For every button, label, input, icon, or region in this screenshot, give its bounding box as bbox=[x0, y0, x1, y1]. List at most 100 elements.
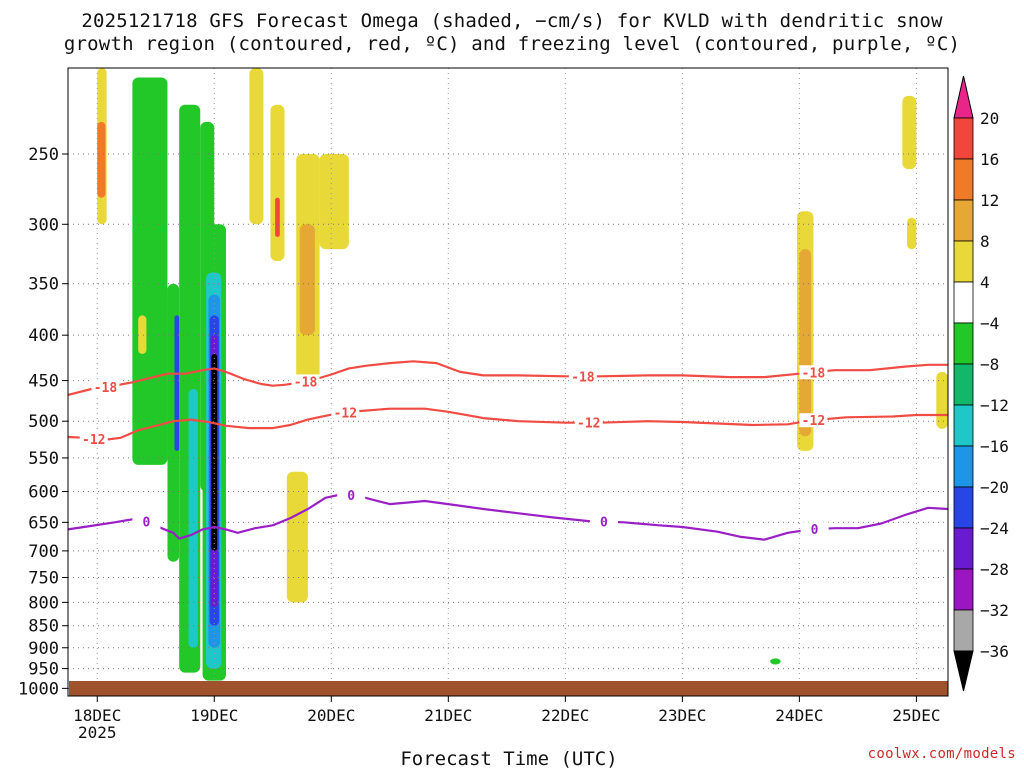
contour-label-0-3: -18 bbox=[802, 366, 826, 381]
x-tick-label-0: 18DEC bbox=[73, 706, 121, 725]
colorbar-label-1: 16 bbox=[980, 150, 999, 169]
colorbar-segment-5 bbox=[953, 322, 974, 365]
contour-label-bg-1-1 bbox=[331, 405, 360, 420]
colorbar-label-9: −20 bbox=[980, 478, 1009, 497]
contour-label-bg-1-0 bbox=[79, 431, 108, 446]
contour-label-2-1: 0 bbox=[347, 489, 355, 504]
contour-label-bg-0-3 bbox=[799, 365, 828, 380]
colorbar-segment-11 bbox=[953, 568, 974, 611]
colorbar-label-3: 8 bbox=[980, 232, 990, 251]
axis-layer: 2503003504004505005506006507007508008509… bbox=[18, 145, 940, 742]
omega-region-20 bbox=[319, 154, 349, 250]
colorbar-label-10: −24 bbox=[980, 519, 1009, 538]
contour-label-1-0: -12 bbox=[82, 433, 105, 448]
x-tick-label-5: 23DEC bbox=[658, 706, 706, 725]
x-tick-label-6: 24DEC bbox=[775, 706, 823, 725]
x-tick-label-1: 19DEC bbox=[190, 706, 238, 725]
omega-region-21 bbox=[286, 471, 308, 603]
chart-title-line-1: 2025121718 GFS Forecast Omega (shaded, −… bbox=[81, 10, 943, 32]
colorbar-segment-4 bbox=[953, 281, 974, 324]
x-axis-label: Forecast Time (UTC) bbox=[400, 748, 617, 768]
contour-label-0-2: -18 bbox=[571, 370, 595, 385]
colorbar-label-13: −36 bbox=[980, 642, 1009, 661]
contour-label-2-3: 0 bbox=[811, 523, 819, 538]
contour-label-bg-1-2 bbox=[574, 415, 603, 430]
omega-region-24 bbox=[902, 95, 917, 170]
y-tick-label-850: 850 bbox=[28, 617, 59, 637]
colorbar-segment-1 bbox=[953, 158, 974, 201]
y-tick-label-950: 950 bbox=[28, 660, 59, 680]
colorbar-segment-7 bbox=[953, 404, 974, 447]
colorbar-label-0: 20 bbox=[980, 109, 999, 128]
omega-region-7 bbox=[188, 389, 198, 648]
contour-label-bg-2-1 bbox=[337, 488, 366, 503]
colorbar-segment-0 bbox=[953, 117, 974, 160]
colorbar-label-7: −12 bbox=[980, 396, 1009, 415]
y-tick-label-450: 450 bbox=[28, 372, 59, 392]
omega-region-17 bbox=[275, 197, 280, 237]
contour-layer: -18 -18 -18 -18 -12 -12 -12 -12 0 0 0 0 bbox=[67, 360, 949, 541]
x-tick-label-2: 20DEC bbox=[307, 706, 355, 725]
y-tick-label-400: 400 bbox=[28, 326, 59, 346]
omega-region-19 bbox=[299, 224, 315, 336]
colorbar-label-2: 12 bbox=[980, 191, 999, 210]
colorbar-label-4: 4 bbox=[980, 273, 990, 292]
y-tick-label-750: 750 bbox=[28, 568, 59, 588]
contour-label-2-0: 0 bbox=[142, 516, 150, 531]
omega-region-3 bbox=[138, 315, 147, 354]
y-tick-label-900: 900 bbox=[28, 639, 59, 659]
terrain-strip bbox=[69, 681, 948, 696]
omega-region-25 bbox=[907, 217, 917, 250]
omega-shading-layer bbox=[97, 68, 948, 681]
contour-label-bg-0-0 bbox=[91, 380, 120, 395]
colorbar-top-triangle bbox=[953, 75, 974, 119]
y-tick-label-550: 550 bbox=[28, 449, 59, 469]
x-tick-label-3: 21DEC bbox=[424, 706, 472, 725]
colorbar-segment-8 bbox=[953, 445, 974, 488]
contour-line-0 bbox=[67, 360, 948, 396]
y-tick-label-800: 800 bbox=[28, 593, 59, 613]
contour-label-0-1: -18 bbox=[294, 375, 318, 390]
colorbar-label-5: −4 bbox=[980, 314, 999, 333]
y-tick-label-1000: 1000 bbox=[18, 679, 59, 699]
terrain-layer bbox=[69, 681, 948, 696]
colorbar-label-12: −32 bbox=[980, 601, 1009, 620]
contour-label-bg-0-2 bbox=[568, 369, 597, 384]
x-tick-year-label: 2025 bbox=[78, 723, 117, 742]
contour-label-bg-2-3 bbox=[800, 522, 829, 537]
contour-label-2-2: 0 bbox=[600, 516, 608, 531]
contour-line-2 bbox=[67, 492, 949, 541]
omega-region-15 bbox=[249, 68, 264, 225]
y-tick-label-250: 250 bbox=[28, 145, 59, 165]
contour-label-1-1: -12 bbox=[334, 406, 357, 421]
contour-line-1 bbox=[67, 407, 948, 442]
omega-region-16 bbox=[270, 104, 285, 262]
y-tick-label-300: 300 bbox=[28, 215, 59, 235]
y-tick-label-650: 650 bbox=[28, 513, 59, 533]
contour-label-1-3: -12 bbox=[802, 414, 825, 429]
contour-label-bg-2-0 bbox=[132, 514, 161, 529]
colorbar-segment-3 bbox=[953, 240, 974, 283]
colorbar: 20 16 12 8 4 −4 −8 −12 −16 −20 −24 −28 −32 −36 bbox=[953, 75, 1009, 692]
contour-label-1-2: -12 bbox=[577, 417, 600, 432]
omega-region-14 bbox=[211, 353, 218, 551]
y-tick-label-350: 350 bbox=[28, 275, 59, 295]
x-tick-label-7: 25DEC bbox=[892, 706, 940, 725]
colorbar-label-8: −16 bbox=[980, 437, 1009, 456]
contour-label-bg-2-2 bbox=[589, 514, 618, 529]
colorbar-bottom-triangle bbox=[953, 650, 974, 692]
colorbar-segment-12 bbox=[953, 609, 974, 652]
y-tick-label-700: 700 bbox=[28, 542, 59, 562]
source-credit: coolwx.com/models bbox=[867, 746, 1016, 762]
plot-frame bbox=[67, 67, 949, 697]
contour-label-bg-0-1 bbox=[291, 374, 320, 389]
x-tick-label-4: 22DEC bbox=[541, 706, 589, 725]
colorbar-segment-9 bbox=[953, 486, 974, 529]
omega-region-5 bbox=[174, 315, 180, 451]
colorbar-label-6: −8 bbox=[980, 355, 999, 374]
colorbar-segment-6 bbox=[953, 363, 974, 406]
omega-region-27 bbox=[770, 658, 781, 665]
contour-label-bg-1-3 bbox=[799, 413, 828, 428]
colorbar-segment-10 bbox=[953, 527, 974, 570]
